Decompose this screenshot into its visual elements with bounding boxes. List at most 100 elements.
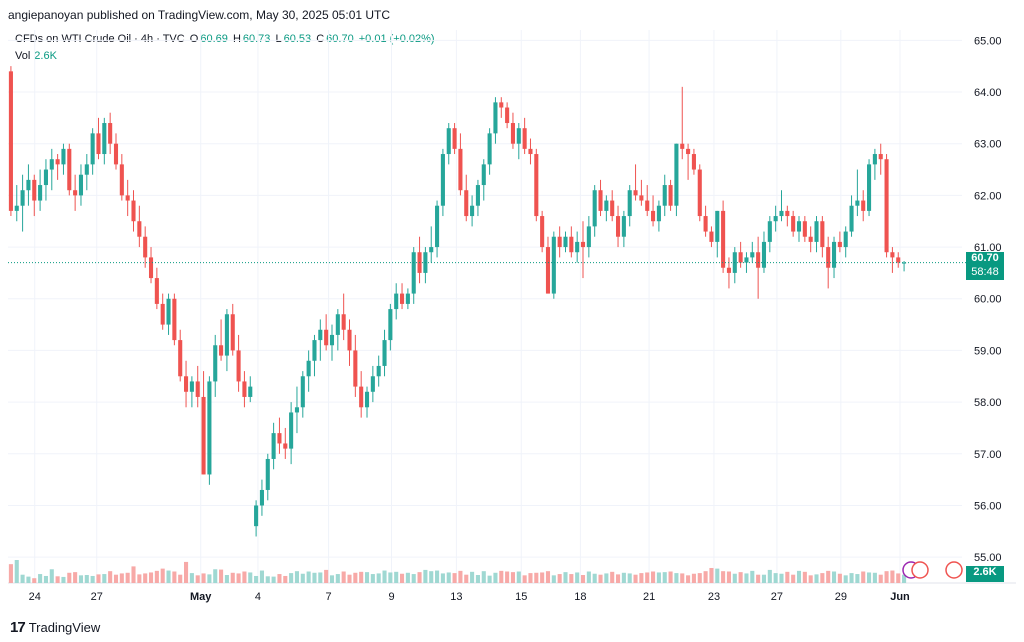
- volume-bar: [470, 571, 475, 583]
- candle-body: [294, 407, 300, 413]
- volume-bar: [890, 570, 895, 583]
- candle-body: [563, 236, 568, 248]
- last-price-tag: 60.70: [966, 252, 1004, 266]
- volume-bar: [738, 572, 743, 583]
- y-tick-label: 58.00: [974, 397, 1002, 409]
- volume-bar: [289, 573, 294, 583]
- volume-bar: [166, 570, 171, 583]
- candle-body: [796, 221, 802, 232]
- candle-body: [38, 185, 43, 201]
- symbol-name[interactable]: CFDs on WTI Crude Oil · 4h · TVC: [15, 33, 185, 45]
- volume-bar: [744, 573, 749, 583]
- candle-body: [49, 159, 54, 170]
- volume-bar: [90, 575, 95, 583]
- candle-body: [230, 314, 235, 351]
- candle-body: [849, 205, 854, 232]
- candle-body: [545, 247, 551, 294]
- candle-body: [254, 505, 259, 527]
- volume-bar: [324, 569, 329, 583]
- volume-bar: [423, 569, 428, 583]
- volume-bar: [516, 571, 521, 583]
- volume-bar: [364, 572, 370, 583]
- x-tick-label: 7: [325, 591, 331, 603]
- brand-footer[interactable]: 17 TradingView: [10, 619, 100, 636]
- volume-bar: [557, 574, 562, 583]
- volume-bar: [872, 572, 877, 583]
- candle-body: [761, 241, 767, 268]
- volume-bar: [615, 574, 621, 583]
- volume-bar: [896, 573, 901, 583]
- candle-body: [364, 391, 370, 408]
- candle-body: [569, 236, 574, 253]
- y-tick-label: 63.00: [974, 139, 1002, 151]
- candle-body: [219, 345, 224, 356]
- candle-body: [744, 257, 749, 263]
- candle-body: [528, 148, 533, 155]
- x-tick-label: 18: [574, 591, 586, 603]
- candle-body: [785, 210, 790, 217]
- volume-bar: [831, 571, 837, 583]
- volume-bar: [458, 570, 463, 583]
- volume-bar: [137, 574, 142, 583]
- candle-body: [102, 123, 107, 155]
- candle-body: [773, 216, 778, 222]
- volume-bar: [335, 574, 340, 583]
- volume-bar: [49, 569, 54, 583]
- candle-body: [73, 190, 78, 196]
- candle-body: [178, 340, 183, 377]
- volume-bar: [236, 573, 241, 583]
- volume-bar: [639, 573, 644, 583]
- candle-body: [691, 154, 696, 170]
- x-tick-label: May: [190, 591, 212, 603]
- volume-bar: [902, 574, 907, 583]
- candle-body: [265, 458, 270, 490]
- volume-bar: [248, 572, 253, 583]
- volume-bar: [96, 574, 101, 583]
- volume-bar: [417, 572, 422, 583]
- candle-body: [598, 190, 603, 211]
- volume-bar: [440, 573, 445, 583]
- volume-bar: [662, 572, 667, 583]
- candle-body: [633, 190, 638, 196]
- candle-body: [14, 205, 19, 211]
- volume-bar: [172, 571, 177, 583]
- volume-bar: [184, 561, 189, 583]
- candle-body: [726, 267, 731, 273]
- candle-body: [306, 360, 311, 377]
- volume-bar: [668, 571, 673, 583]
- candle-body: [837, 241, 842, 248]
- y-tick-label: 56.00: [974, 500, 1002, 512]
- candle-body: [493, 102, 498, 134]
- candle-body: [756, 252, 761, 268]
- candle-body: [855, 200, 860, 206]
- candle-body: [505, 107, 510, 124]
- volume-bar: [551, 575, 556, 583]
- volume-bar: [621, 572, 626, 583]
- us-flag-icon: [911, 561, 929, 579]
- high-label: H: [232, 33, 241, 45]
- volume-bar: [680, 573, 685, 583]
- volume-bar: [651, 571, 656, 583]
- volume-bar: [55, 576, 60, 583]
- x-tick-label: 23: [708, 591, 720, 603]
- volume-bar: [732, 573, 737, 583]
- volume-bar: [604, 573, 609, 583]
- volume-bar: [429, 571, 434, 583]
- volume-bar: [703, 571, 708, 583]
- candle-body: [697, 169, 702, 217]
- volume-bar: [353, 572, 358, 583]
- volume-bar: [119, 573, 124, 583]
- volume-bar: [382, 570, 387, 583]
- candle-body: [312, 340, 317, 361]
- candle-body: [148, 257, 154, 279]
- candle-body: [872, 154, 877, 165]
- y-tick-label: 59.00: [974, 345, 1002, 357]
- volume-bar: [867, 572, 872, 583]
- candle-body: [621, 216, 626, 237]
- volume-bar: [73, 572, 78, 583]
- volume-bar: [131, 566, 136, 583]
- volume-bar: [761, 574, 767, 583]
- volume-label[interactable]: Vol: [15, 50, 31, 62]
- volume-bar: [306, 571, 311, 583]
